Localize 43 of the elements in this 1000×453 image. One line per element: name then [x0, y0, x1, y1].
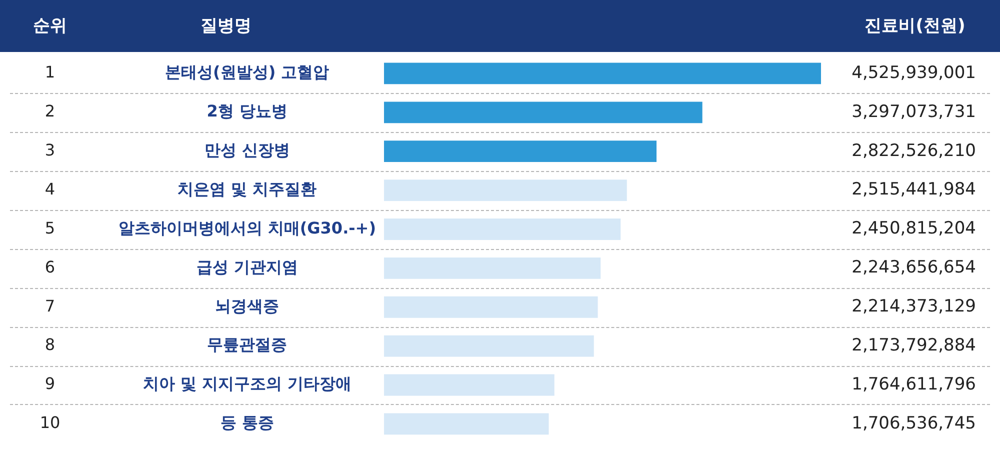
bar — [384, 257, 601, 279]
bar — [384, 62, 821, 84]
data-label: 2,450,815,204 — [852, 218, 976, 239]
bar — [384, 140, 657, 162]
bar — [384, 218, 621, 240]
text: 10 — [40, 413, 60, 432]
text: 4 — [44, 179, 56, 198]
text: 6 — [44, 257, 56, 276]
y-tick-label: 등 통증 — [220, 413, 274, 432]
data-label: 2,243,656,654 — [852, 258, 976, 278]
data-label: 2,214,373,129 — [852, 296, 976, 317]
bar — [384, 180, 627, 201]
data-label: 2,822,526,210 — [852, 140, 976, 161]
bar — [384, 413, 549, 435]
y-tick-label: 무릎관절증 — [207, 335, 288, 354]
text: 9 — [44, 374, 56, 394]
bar — [384, 374, 554, 396]
data-label: 4,525,939,001 — [852, 62, 976, 83]
bar — [384, 296, 598, 318]
y-tick-label: 2형 당뇨병 — [206, 102, 288, 121]
y-tick-label: 급성 기관지염 — [196, 257, 298, 276]
header-banner: 순위 질병명 진료비(천원) — [0, 0, 1000, 52]
text: 5 — [44, 218, 56, 238]
text: 7 — [44, 296, 56, 316]
text: 3 — [44, 140, 56, 160]
y-tick-label: 뇌경색증 — [215, 296, 280, 316]
data-label: 2,173,792,884 — [852, 335, 976, 356]
text: 2 — [44, 102, 56, 121]
data-label: 1,706,536,745 — [852, 413, 976, 434]
data-label: 2,515,441,984 — [852, 180, 976, 200]
data-label: 3,297,073,731 — [852, 102, 976, 122]
y-tick-label: 치은염 및 치주질환 — [178, 179, 317, 198]
text: 8 — [44, 335, 56, 354]
y-axis-title: 질병명 — [200, 15, 252, 38]
y-tick-label: 알츠하이머병에서의 치매(G30.-+) — [118, 218, 376, 238]
bar — [384, 102, 702, 124]
x-axis-title: 진료비(천원) — [864, 15, 966, 38]
y-tick-label: 만성 신장병 — [204, 140, 290, 160]
y-tick-label: 치아 및 지지구조의 기타장애 — [142, 374, 352, 394]
text: 1 — [44, 62, 56, 82]
data-label: 1,764,611,796 — [852, 374, 976, 394]
y-tick-label: 본태성(원발성) 고혈압 — [165, 62, 330, 82]
bar — [384, 335, 594, 357]
